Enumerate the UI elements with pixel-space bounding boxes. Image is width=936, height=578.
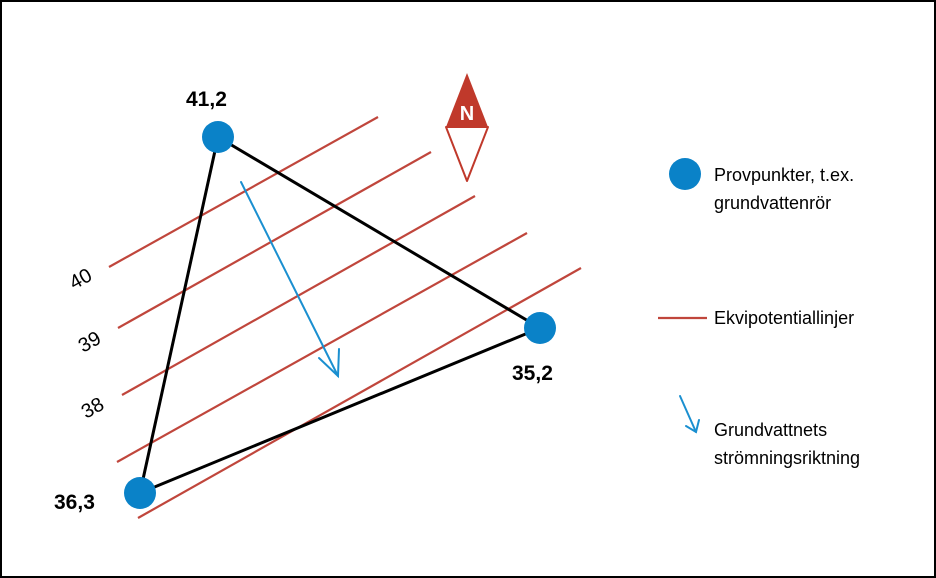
legend-flow-arrow-icon <box>679 395 700 434</box>
sample-point-36-3 <box>124 477 156 509</box>
legend-equipotential-label: Ekvipotentiallinjer <box>714 308 854 328</box>
equipotential-line <box>137 267 582 519</box>
flow-arrow <box>240 181 340 379</box>
north-label: N <box>460 103 474 125</box>
isoline-label: 40 <box>66 264 96 294</box>
interpolation-triangle <box>138 135 542 495</box>
equipotential-line <box>108 116 379 268</box>
legend-flow-line1: Grundvattnets <box>714 420 827 440</box>
isoline-label: 38 <box>78 393 108 423</box>
isoline-label: 39 <box>75 327 105 357</box>
legend-flow-line2: strömningsriktning <box>714 448 860 468</box>
sample-point-35-2 <box>524 312 556 344</box>
legend-points-line2: grundvattenrör <box>714 193 831 213</box>
legend-points-line1: Provpunkter, t.ex. <box>714 165 854 185</box>
point-label: 35,2 <box>512 362 553 385</box>
point-label: 36,3 <box>54 491 95 514</box>
equipotential-line <box>117 151 432 329</box>
north-compass-icon: N <box>445 73 489 182</box>
point-label: 41,2 <box>186 88 227 111</box>
sample-point-41-2 <box>202 121 234 153</box>
legend: Provpunkter, t.ex. grundvattenrör Ekvipo… <box>658 158 860 468</box>
equipotential-line <box>116 232 528 463</box>
legend-point-icon <box>669 158 701 190</box>
